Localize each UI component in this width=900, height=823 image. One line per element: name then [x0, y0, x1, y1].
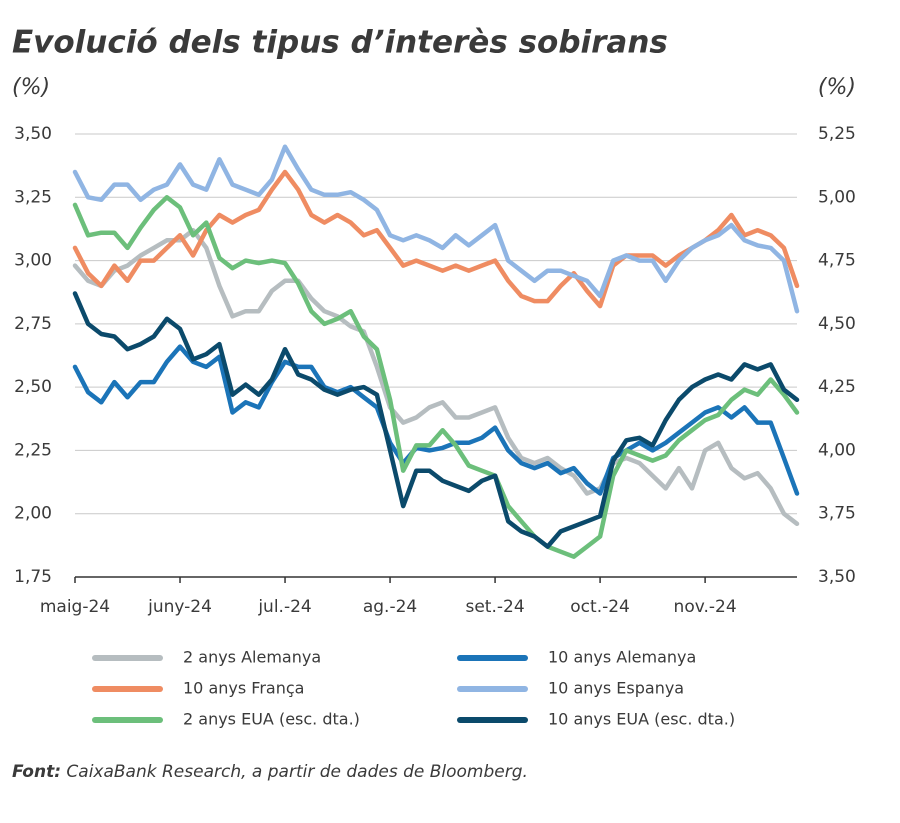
y-tick-label: 2,50: [14, 377, 52, 397]
x-tick-label: oct.-24: [570, 597, 630, 617]
y2-axis-unit: (%): [818, 75, 856, 100]
y-tick-label: 3,50: [14, 124, 52, 144]
source-text: CaixaBank Research, a partir de dades de…: [66, 762, 528, 782]
legend-label: 10 anys Espanya: [548, 679, 684, 698]
legend-label: 10 anys EUA (esc. dta.): [548, 710, 735, 729]
y2-tick-label: 5,00: [818, 187, 856, 207]
x-tick-label: set.-24: [465, 597, 524, 617]
series-line: [72, 291, 800, 549]
x-tick-label: ag.-24: [363, 597, 417, 617]
x-tick-label: juny-24: [147, 597, 212, 617]
y-axis-unit: (%): [12, 75, 50, 100]
y-tick-label: 3,00: [14, 251, 52, 271]
y2-tick-label: 4,25: [818, 377, 856, 397]
y2-tick-label: 3,75: [818, 504, 856, 524]
series-line: [72, 227, 800, 527]
chart-title: Evolució dels tipus d’interès sobirans: [12, 25, 668, 61]
legend-label: 2 anys EUA (esc. dta.): [183, 710, 360, 729]
y2-tick-label: 4,00: [818, 440, 856, 460]
series-line: [72, 169, 800, 309]
series-line: [72, 144, 800, 314]
y-tick-label: 3,25: [14, 187, 52, 207]
x-tick-label: maig-24: [40, 597, 110, 617]
source-label: Font:: [12, 762, 61, 782]
source: Font: CaixaBank Research, a partir de da…: [12, 762, 528, 782]
y2-tick-label: 4,75: [818, 251, 856, 271]
series-line: [72, 344, 800, 496]
y2-tick-label: 5,25: [818, 124, 856, 144]
y2-tick-label: 3,50: [818, 567, 856, 587]
x-tick-label: nov.-24: [674, 597, 737, 617]
legend-label: 10 anys França: [183, 679, 304, 698]
y-tick-label: 2,75: [14, 314, 52, 334]
x-tick-label: jul.-24: [257, 597, 311, 617]
y-tick-label: 1,75: [14, 567, 52, 587]
series-line: [72, 195, 800, 559]
legend-label: 2 anys Alemanya: [183, 648, 321, 667]
y-tick-label: 2,00: [14, 504, 52, 524]
y2-tick-label: 4,50: [818, 314, 856, 334]
y-tick-label: 2,25: [14, 440, 52, 460]
legend-label: 10 anys Alemanya: [548, 648, 696, 667]
